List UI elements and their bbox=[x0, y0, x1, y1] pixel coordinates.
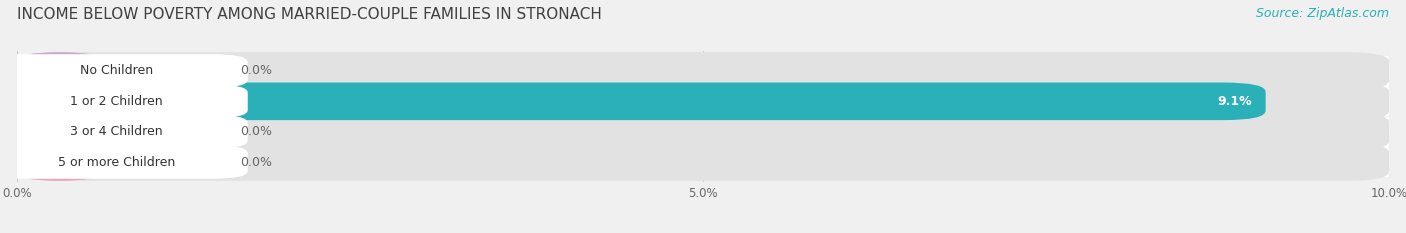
Text: 3 or 4 Children: 3 or 4 Children bbox=[70, 125, 163, 138]
FancyBboxPatch shape bbox=[0, 115, 247, 148]
FancyBboxPatch shape bbox=[17, 143, 103, 181]
FancyBboxPatch shape bbox=[17, 86, 1389, 116]
Text: 0.0%: 0.0% bbox=[240, 125, 273, 138]
Text: No Children: No Children bbox=[80, 65, 153, 78]
FancyBboxPatch shape bbox=[17, 113, 103, 151]
Text: 9.1%: 9.1% bbox=[1218, 95, 1251, 108]
Text: 0.0%: 0.0% bbox=[240, 65, 273, 78]
Text: INCOME BELOW POVERTY AMONG MARRIED-COUPLE FAMILIES IN STRONACH: INCOME BELOW POVERTY AMONG MARRIED-COUPL… bbox=[17, 7, 602, 22]
FancyBboxPatch shape bbox=[17, 143, 1389, 181]
FancyBboxPatch shape bbox=[0, 54, 247, 88]
FancyBboxPatch shape bbox=[17, 82, 1265, 120]
FancyBboxPatch shape bbox=[17, 56, 1389, 86]
Text: 1 or 2 Children: 1 or 2 Children bbox=[70, 95, 163, 108]
FancyBboxPatch shape bbox=[0, 145, 247, 179]
Text: 5 or more Children: 5 or more Children bbox=[58, 155, 174, 168]
Text: Source: ZipAtlas.com: Source: ZipAtlas.com bbox=[1256, 7, 1389, 20]
FancyBboxPatch shape bbox=[0, 85, 247, 118]
FancyBboxPatch shape bbox=[17, 82, 1389, 120]
FancyBboxPatch shape bbox=[17, 147, 1389, 177]
FancyBboxPatch shape bbox=[17, 113, 1389, 151]
FancyBboxPatch shape bbox=[17, 117, 1389, 147]
FancyBboxPatch shape bbox=[17, 52, 1389, 90]
FancyBboxPatch shape bbox=[17, 52, 103, 90]
Text: 0.0%: 0.0% bbox=[240, 155, 273, 168]
